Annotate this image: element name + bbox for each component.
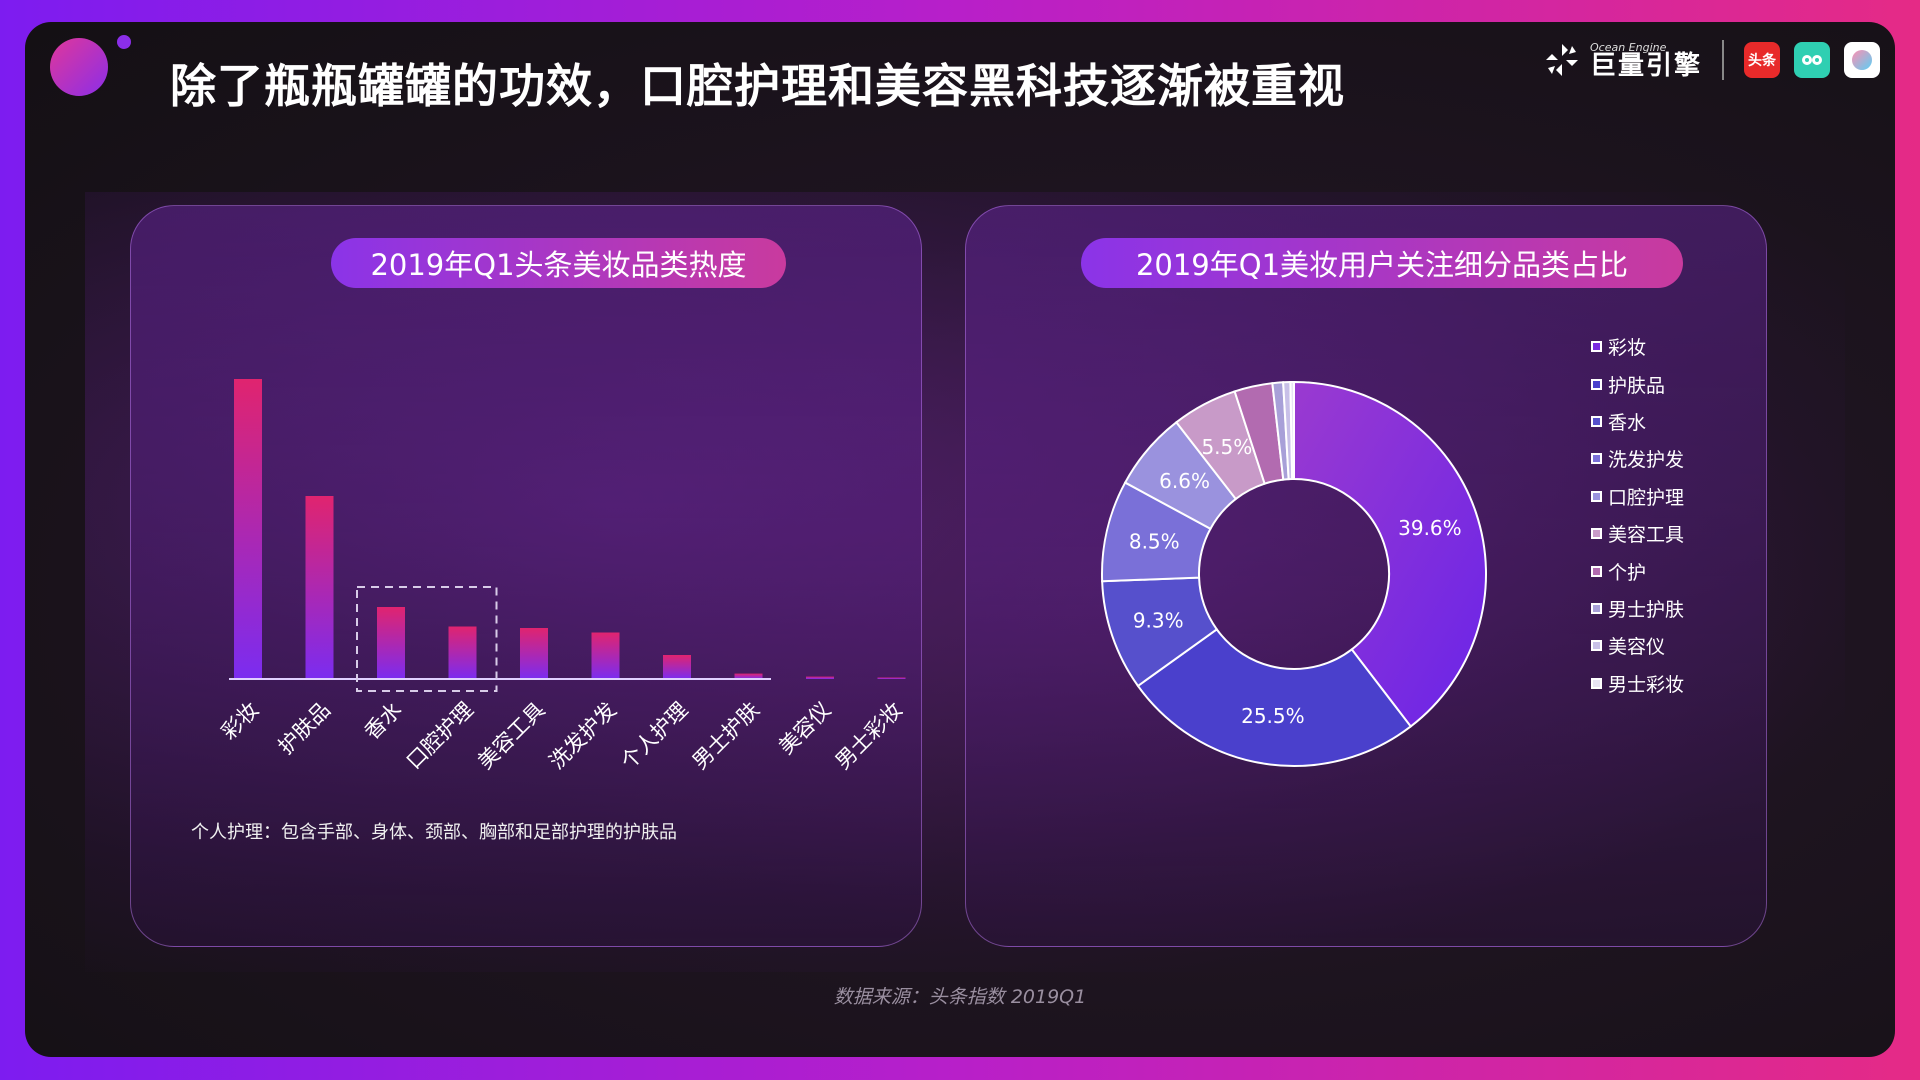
bar-彩妆	[234, 379, 262, 679]
donut-legend: 彩妆护肤品香水洗发护发口腔护理美容工具个护男士护肤美容仪男士彩妆	[1591, 328, 1684, 702]
x-tick-label: 男士彩妆	[831, 698, 907, 774]
legend-label: 彩妆	[1608, 337, 1647, 360]
x-tick-label: 个人护理	[616, 698, 692, 774]
legend-swatch	[1591, 602, 1602, 614]
slice-彩妆	[1293, 380, 1487, 728]
slice-value-label: 25.5%	[1241, 704, 1305, 728]
legend-swatch	[1591, 677, 1602, 689]
x-tick-label: 美容工具	[473, 698, 549, 774]
xigua-app-icon	[1794, 42, 1830, 78]
legend-item: 美容工具	[1591, 515, 1684, 552]
bar-chart-panel: 2019年Q1头条美妆品类热度 彩妆 护肤品 香水 口腔护理 美容工具 洗发护发 个人护理男…	[130, 205, 922, 947]
legend-label: 美容工具	[1608, 524, 1685, 547]
brand-dot-icon	[50, 38, 108, 96]
legend-label: 洗发护发	[1608, 449, 1685, 472]
douyin-glyph-icon	[1852, 50, 1872, 70]
legend-item: 彩妆	[1591, 328, 1684, 365]
legend-label: 护肤品	[1608, 374, 1666, 397]
bar-男士彩妆	[877, 677, 906, 679]
ocean-engine-small-text: Ocean Engine	[1589, 40, 1667, 54]
donut-chart: 39.6% 25.5% 9.3% 8.5% 6.6% 5.5%	[1101, 380, 1487, 767]
bar-男士护肤	[734, 673, 763, 679]
legend-swatch	[1591, 453, 1602, 465]
bar-香水	[377, 607, 405, 679]
x-tick-label: 口腔护理	[402, 698, 478, 774]
slice-value-label: 9.3%	[1133, 608, 1184, 632]
slice-value-label: 39.6%	[1398, 516, 1462, 540]
douyin-app-icon	[1844, 42, 1880, 78]
legend-swatch	[1591, 378, 1602, 390]
legend-label: 口腔护理	[1608, 486, 1685, 509]
x-tick-label: 男士护肤	[688, 698, 764, 774]
legend-item: 护肤品	[1591, 365, 1684, 402]
brand-dot-small-icon	[117, 35, 131, 49]
legend-item: 美容仪	[1591, 627, 1684, 664]
donut-chart-title: 2019年Q1美妆用户关注细分品类占比	[1081, 238, 1683, 288]
slice-男士彩妆	[1289, 380, 1295, 481]
legend-label: 男士护肤	[1608, 598, 1685, 621]
xigua-glyph-icon	[1802, 55, 1822, 65]
ocean-engine-text: 巨量引擎	[1589, 50, 1702, 81]
bar-美容仪	[806, 676, 834, 679]
x-tick-label: 美容仪	[774, 698, 836, 760]
ocean-engine-icon	[1545, 44, 1578, 76]
legend-item: 香水	[1591, 403, 1684, 440]
legend-item: 口腔护理	[1591, 478, 1684, 515]
logo-bar: Ocean Engine 巨量引擎 头条	[1542, 40, 1880, 80]
slice-value-label: 6.6%	[1159, 469, 1210, 493]
page-title: 除了瓶瓶罐罐的功效，口腔护理和美容黑科技逐渐被重视	[170, 59, 1345, 113]
legend-item: 男士护肤	[1591, 590, 1684, 627]
legend-swatch	[1591, 415, 1602, 427]
legend-swatch	[1591, 565, 1602, 577]
logo-divider	[1722, 40, 1724, 80]
slice-护肤品	[1136, 627, 1413, 767]
slice-value-label: 8.5%	[1129, 529, 1180, 553]
legend-item: 个护	[1591, 552, 1684, 589]
legend-swatch	[1591, 528, 1602, 540]
legend-swatch	[1591, 490, 1602, 502]
toutiao-app-icon: 头条	[1744, 42, 1780, 78]
bar-个人护理	[663, 655, 691, 679]
bar-洗发护发	[591, 632, 620, 679]
legend-label: 个护	[1608, 561, 1647, 584]
bar-美容工具	[520, 628, 548, 679]
donut-chart-panel: 2019年Q1美妆用户关注细分品类占比 39.6% 25.5% 9.3% 8.5% 6.…	[965, 205, 1767, 947]
x-tick-label: 彩妆	[217, 698, 264, 745]
bar-口腔护理	[448, 626, 477, 679]
legend-swatch	[1591, 640, 1602, 652]
data-source: 数据来源：头条指数 2019Q1	[833, 986, 1087, 1008]
legend-item: 男士彩妆	[1591, 665, 1684, 702]
highlight-box	[356, 586, 498, 692]
ocean-engine-logo: Ocean Engine 巨量引擎	[1542, 40, 1702, 80]
legend-label: 男士彩妆	[1608, 673, 1685, 696]
toutiao-app-label: 头条	[1748, 53, 1776, 69]
background-glow	[85, 192, 1845, 972]
bar-护肤品	[305, 496, 334, 679]
x-tick-label: 香水	[360, 698, 407, 745]
slide-frame	[25, 22, 1895, 1057]
legend-item: 洗发护发	[1591, 440, 1684, 477]
x-tick-label: 护肤品	[274, 698, 336, 760]
legend-label: 美容仪	[1608, 636, 1666, 659]
bar-chart-title: 2019年Q1头条美妆品类热度	[331, 238, 786, 288]
legend-label: 香水	[1608, 411, 1647, 434]
slice-value-label: 5.5%	[1201, 435, 1252, 459]
x-tick-label: 洗发护发	[545, 698, 621, 774]
chart-note: 个人护理：包含手部、身体、颈部、胸部和足部护理的护肤品	[191, 822, 677, 843]
legend-swatch	[1591, 341, 1602, 353]
